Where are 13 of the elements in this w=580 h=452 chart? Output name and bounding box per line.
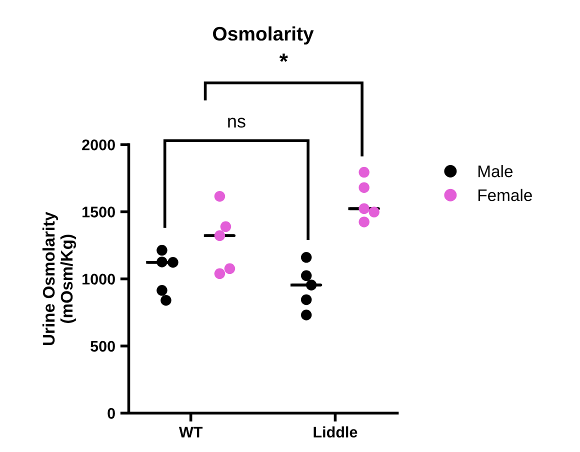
y-tick-label: 2000	[82, 140, 115, 150]
y-tick-label: 1000	[82, 274, 115, 285]
y-tick-label: 0	[108, 408, 115, 419]
legend-label: Female	[478, 188, 532, 202]
y-axis-title: Urine Osmolarity (mOsm/Kg)	[42, 212, 76, 346]
chart-title: Osmolarity	[213, 26, 314, 45]
y-tick-label: 1500	[82, 206, 115, 218]
legend-label: Male	[478, 165, 512, 178]
x-tick-label: WT	[178, 426, 203, 438]
y-tick-label: 500	[90, 340, 115, 352]
x-tick-label: Liddle	[314, 426, 358, 438]
text: *	[279, 54, 288, 62]
text: ns	[228, 118, 246, 128]
